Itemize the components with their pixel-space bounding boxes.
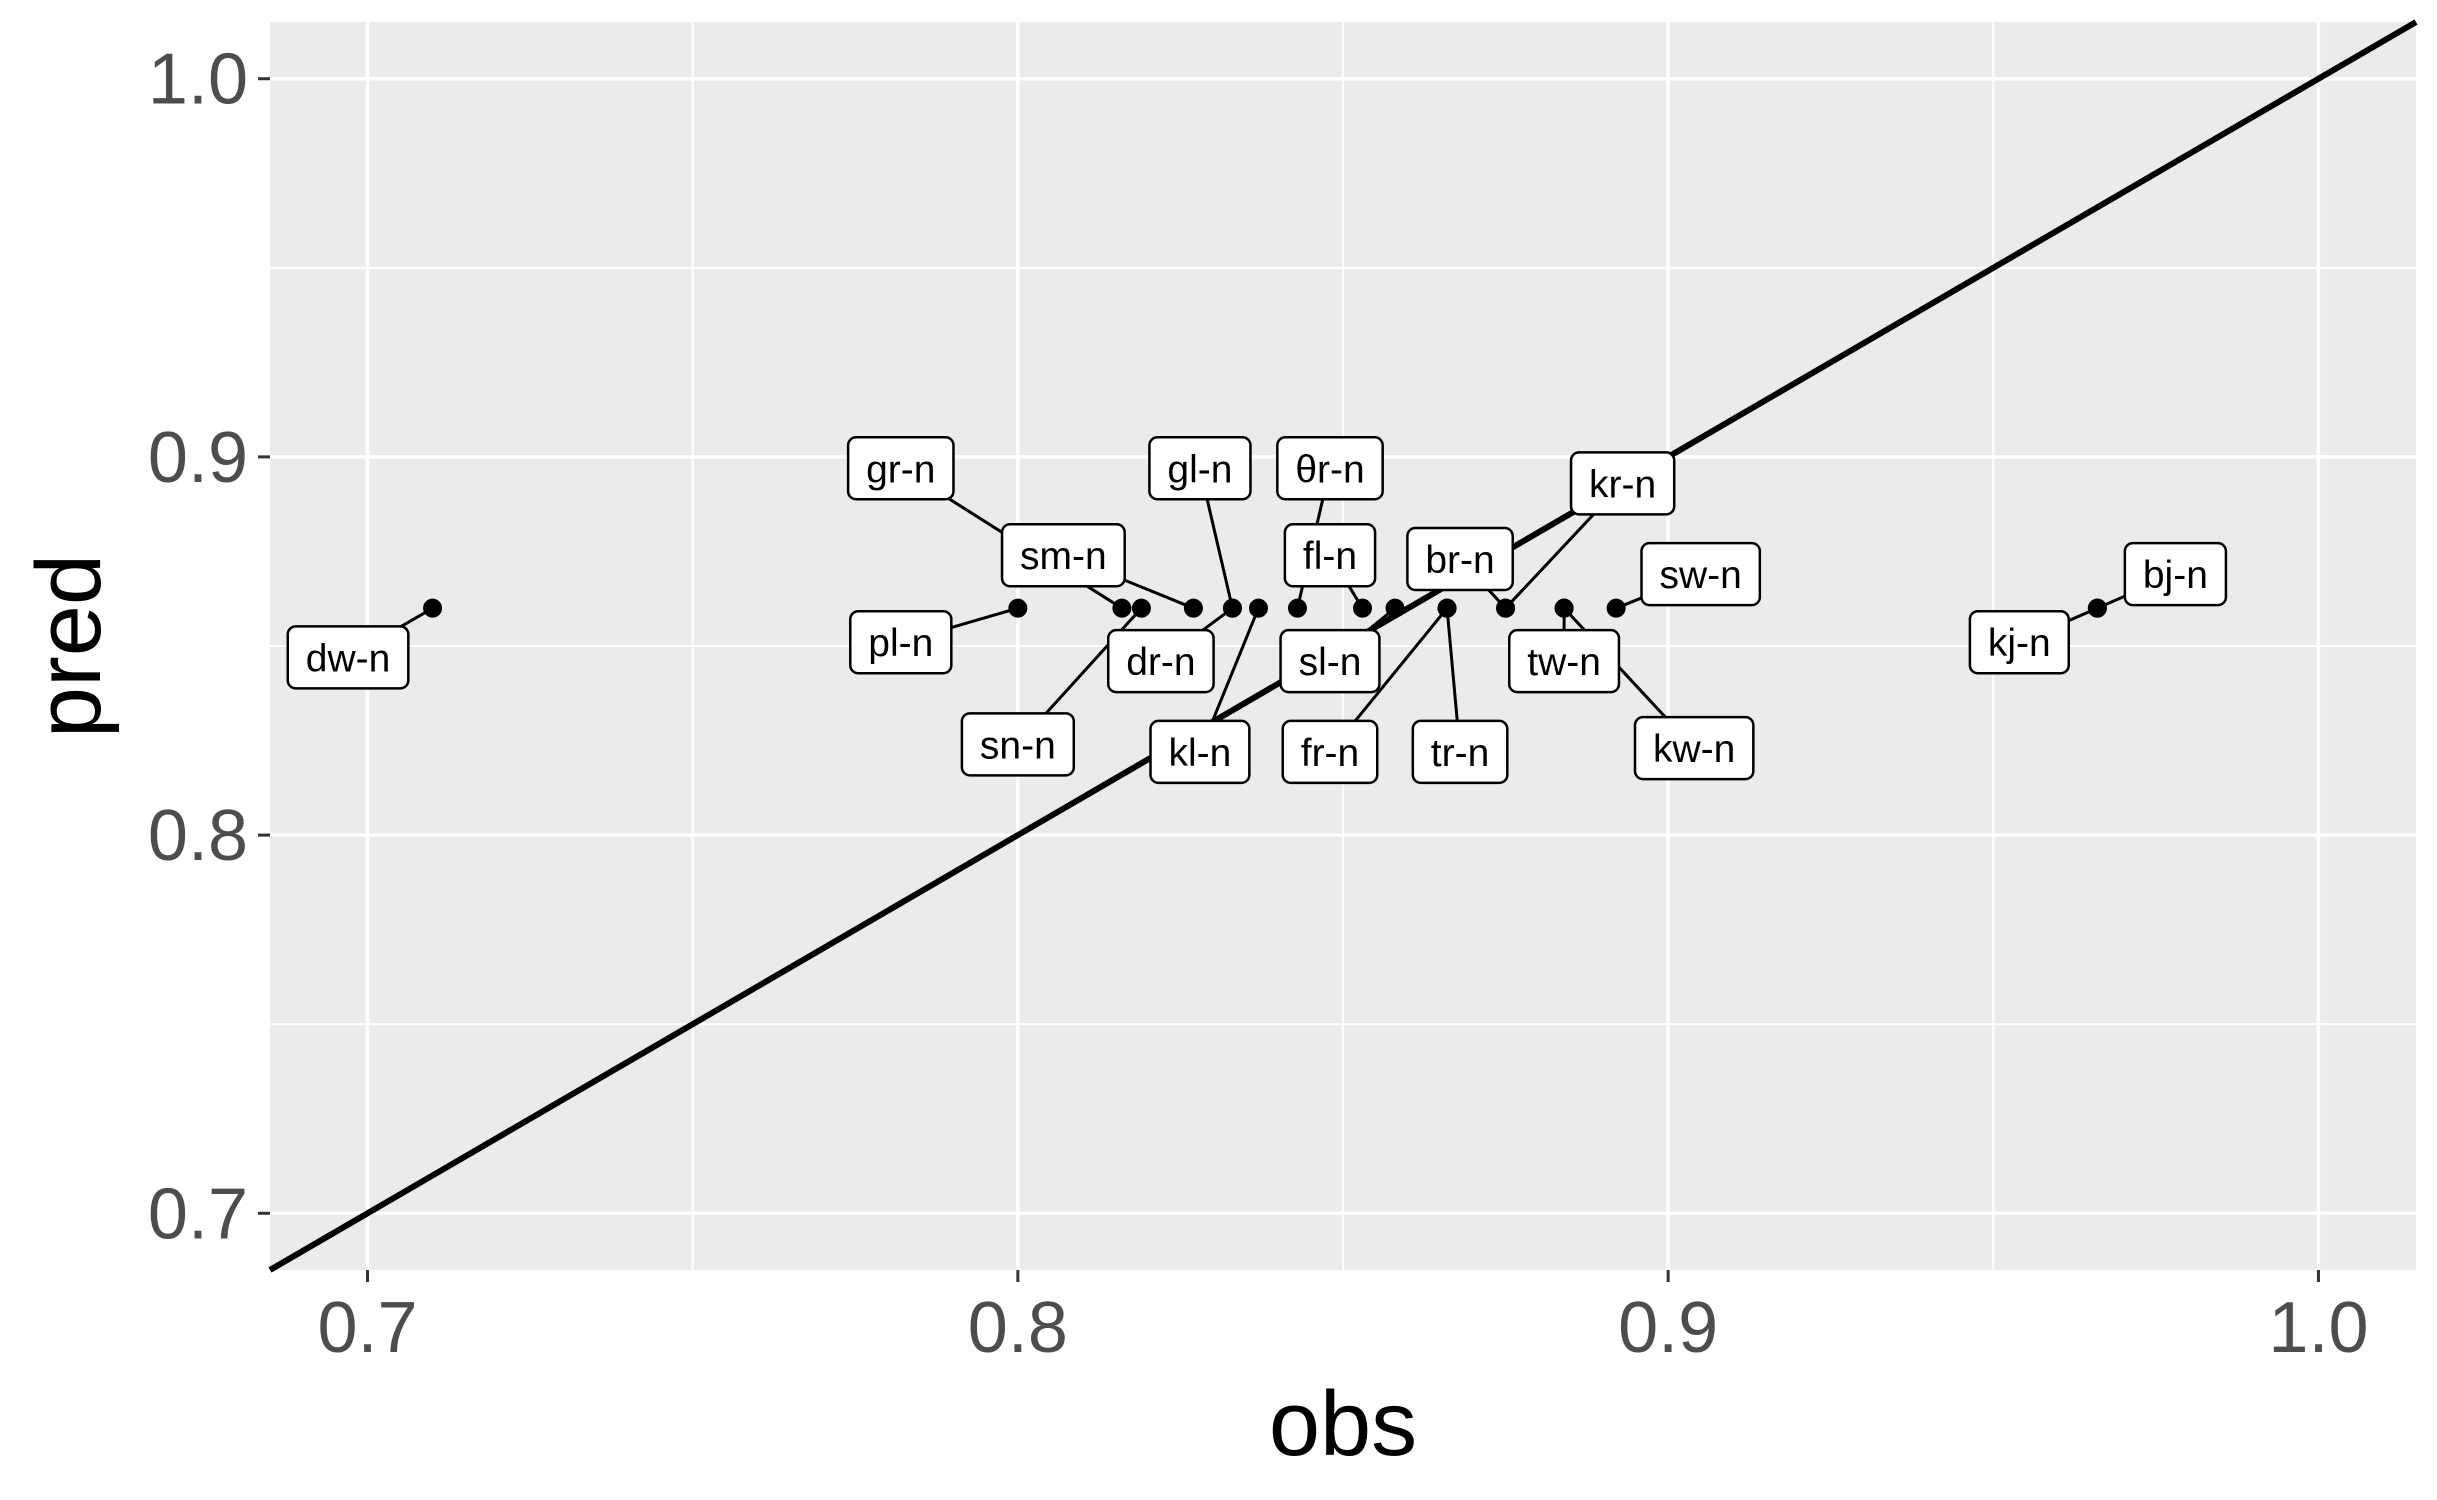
point-label-box <box>1968 609 2070 675</box>
point-label: br-n <box>1406 526 1514 592</box>
x-tick-labels: 0.7 0.8 0.9 1.0 <box>317 1288 2368 1368</box>
point-label-text: sl-n <box>1299 641 1362 684</box>
point-label-text: gl-n <box>1167 448 1232 491</box>
point-labels: dw-n pl-n gr-n sn-n sm-n dr-n gl-n kl-n θr-n fl-n… <box>286 436 2228 785</box>
data-point <box>1554 598 1574 618</box>
data-point <box>2087 598 2107 618</box>
point-label-text: bj-n <box>2143 554 2208 597</box>
point-label-text: dr-n <box>1126 641 1195 684</box>
point-label-box <box>1411 719 1509 785</box>
point-label: kw-n <box>1633 715 1755 781</box>
data-point <box>1131 598 1151 618</box>
point-label: sn-n <box>960 712 1076 777</box>
point-label-box <box>2123 541 2228 607</box>
y-tick-label: 1.0 <box>148 40 248 120</box>
data-point <box>1353 598 1373 618</box>
point-label: fr-n <box>1281 719 1379 785</box>
point-label-box <box>960 712 1076 777</box>
point-label-text: kj-n <box>1988 622 2051 665</box>
point-label: bj-n <box>2123 541 2228 607</box>
point-label-box <box>1633 715 1755 781</box>
x-tick-label: 0.9 <box>1618 1288 1718 1368</box>
point-label-text: fr-n <box>1301 732 1360 775</box>
point-label-box <box>1000 522 1126 588</box>
x-tick-label: 0.8 <box>968 1288 1068 1368</box>
data-point <box>1606 598 1626 618</box>
data-point <box>1496 598 1516 618</box>
point-label-box <box>1106 628 1215 694</box>
point-label: kr-n <box>1569 451 1676 516</box>
data-point <box>1437 598 1457 618</box>
y-tick-label: 0.9 <box>148 418 248 498</box>
point-label-box <box>1569 451 1676 516</box>
point-label-text: br-n <box>1425 539 1494 582</box>
point-label-box <box>1283 522 1377 588</box>
point-label: kl-n <box>1149 719 1251 785</box>
point-label-box <box>849 609 953 675</box>
point-label-box <box>846 436 955 501</box>
point-label-text: fl-n <box>1303 535 1357 578</box>
axis-ticks <box>258 77 2320 1282</box>
data-point <box>1008 598 1028 618</box>
y-tick-label: 0.8 <box>148 796 248 876</box>
point-label: tw-n <box>1508 628 1621 694</box>
point-label-text: dw-n <box>306 637 391 680</box>
point-label: dw-n <box>286 625 410 690</box>
y-tick-label: 0.7 <box>148 1174 248 1254</box>
point-label: pl-n <box>849 609 953 675</box>
point-label-text: kl-n <box>1169 732 1232 775</box>
data-point <box>1183 598 1203 618</box>
point-label: dr-n <box>1106 628 1215 694</box>
point-label: sl-n <box>1279 628 1381 694</box>
point-label-text: sn-n <box>980 724 1056 767</box>
x-axis-title: obs <box>1269 1373 1417 1475</box>
point-label-text: pl-n <box>868 622 933 665</box>
point-label-text: tw-n <box>1527 641 1601 684</box>
x-tick-label: 0.7 <box>317 1288 417 1368</box>
point-label-text: sm-n <box>1020 535 1107 578</box>
point-label: kj-n <box>1968 609 2070 675</box>
data-point <box>1112 598 1132 618</box>
data-point <box>1222 598 1242 618</box>
point-label-text: kw-n <box>1653 728 1735 771</box>
point-label-box <box>1279 628 1381 694</box>
y-axis-title: pred <box>18 554 120 738</box>
point-label-box <box>1148 436 1252 501</box>
data-point <box>1248 598 1268 618</box>
grid-major <box>270 22 2416 1270</box>
data-point <box>1385 598 1405 618</box>
point-label-text: sw-n <box>1659 554 1741 597</box>
point-label: sw-n <box>1640 541 1762 607</box>
y-tick-labels: 0.7 0.8 0.9 1.0 <box>148 40 248 1255</box>
x-tick-label: 1.0 <box>2268 1288 2368 1368</box>
data-points <box>423 598 2107 618</box>
data-point <box>423 598 443 618</box>
point-label-text: tr-n <box>1431 732 1490 775</box>
point-label-text: θr-n <box>1295 448 1364 491</box>
point-label: gl-n <box>1148 436 1252 501</box>
point-label: tr-n <box>1411 719 1509 785</box>
data-point <box>1287 598 1307 618</box>
point-label-box <box>1149 719 1251 785</box>
point-label-text: gr-n <box>866 448 935 491</box>
point-label: gr-n <box>846 436 955 501</box>
point-label: fl-n <box>1283 522 1377 588</box>
point-label-box <box>1406 526 1514 592</box>
point-label-box <box>1281 719 1379 785</box>
point-label-box <box>1508 628 1621 694</box>
point-label-text: kr-n <box>1589 463 1656 506</box>
point-label-box <box>1276 436 1384 501</box>
point-label: θr-n <box>1276 436 1384 501</box>
point-label-box <box>286 625 410 690</box>
point-label-box <box>1640 541 1762 607</box>
point-label: sm-n <box>1000 522 1126 588</box>
